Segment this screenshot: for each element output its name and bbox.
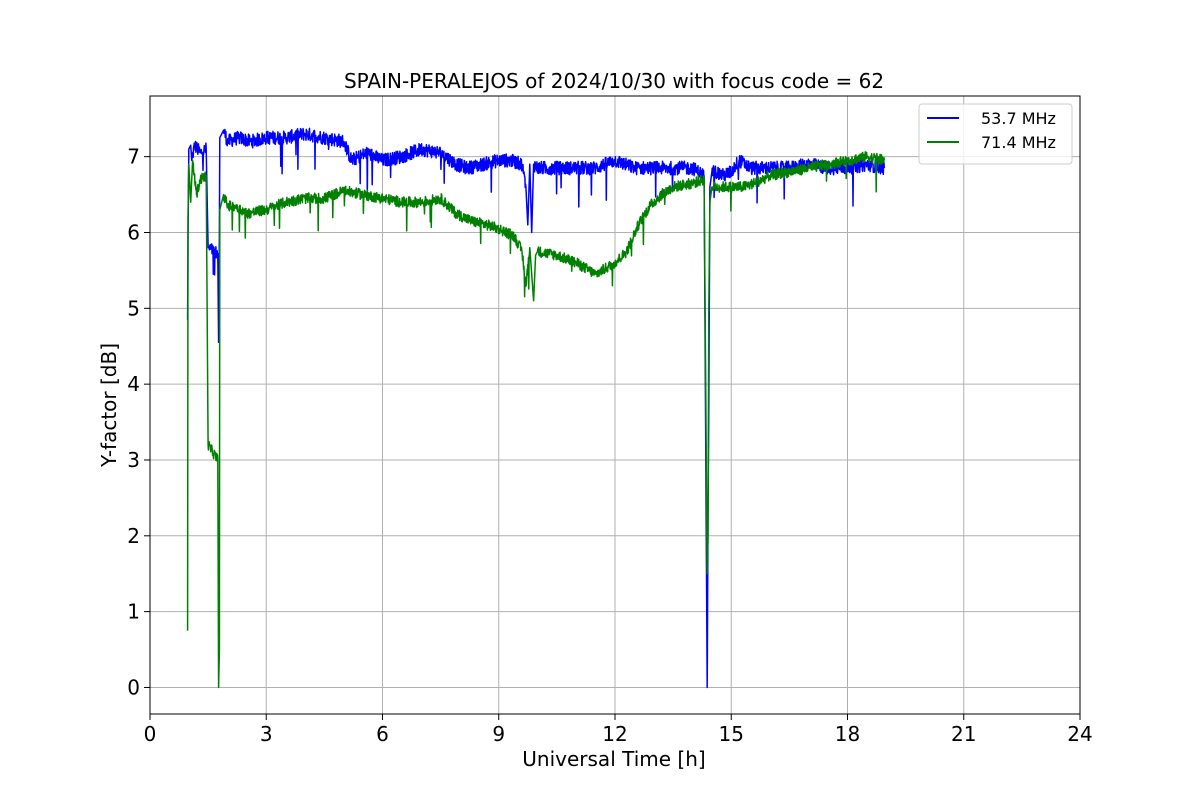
y-tick-label-2: 2 (127, 524, 140, 548)
chart-title: SPAIN-PERALEJOS of 2024/10/30 with focus… (344, 69, 884, 93)
y-tick-label-6: 6 (127, 220, 140, 244)
series-line-1 (186, 151, 886, 689)
y-tick-label-0: 0 (127, 675, 140, 699)
y-tick-label-3: 3 (127, 448, 140, 472)
x-tick-label-2: 6 (376, 722, 389, 746)
x-tick-label-7: 21 (951, 722, 976, 746)
y-tick-label-7: 7 (127, 145, 140, 169)
y-tick-label-5: 5 (127, 296, 140, 320)
x-tick-label-5: 15 (719, 722, 744, 746)
x-axis-label: Universal Time [h] (522, 747, 705, 771)
series-layer (186, 127, 886, 689)
legend-label-0: 53.7 MHz (981, 109, 1056, 128)
x-tick-label-0: 0 (144, 722, 157, 746)
y-tick-label-1: 1 (127, 600, 140, 624)
y-tick-label-4: 4 (127, 372, 140, 396)
x-tick-label-8: 24 (1067, 722, 1092, 746)
legend: 53.7 MHz 71.4 MHz (918, 103, 1073, 165)
legend-label-1: 71.4 MHz (981, 133, 1056, 152)
x-tick-label-3: 9 (492, 722, 505, 746)
x-tick-label-1: 3 (260, 722, 273, 746)
y-axis-label: Y-factor [dB] (97, 343, 121, 468)
x-tick-label-6: 18 (835, 722, 860, 746)
x-tick-label-4: 12 (602, 722, 627, 746)
series-line-0 (186, 127, 886, 689)
